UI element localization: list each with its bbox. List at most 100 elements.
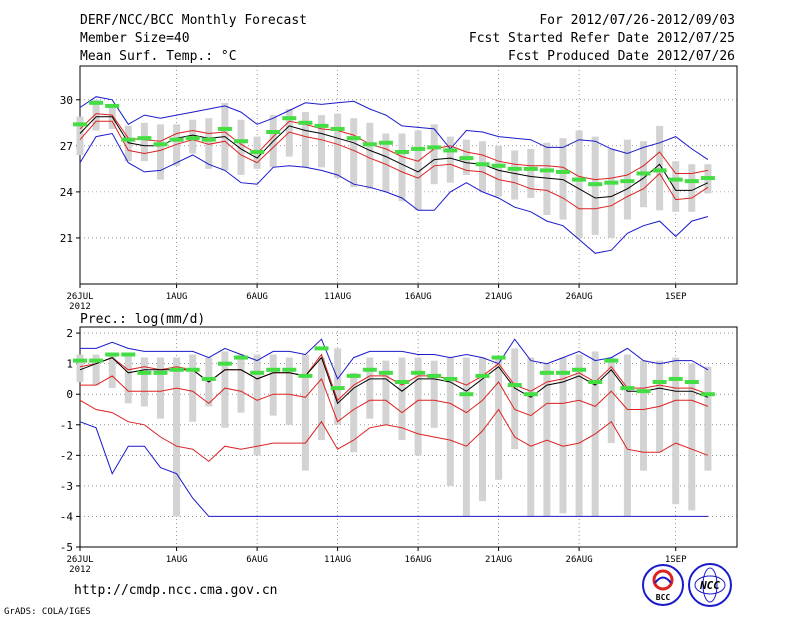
prec-spread-bar	[76, 354, 84, 382]
temp-observed-mark	[330, 126, 345, 131]
temp-ytick-label: 21	[60, 232, 73, 245]
prec-xtick-label: 26JUL	[66, 555, 93, 565]
prec-spread-bar	[157, 357, 164, 419]
temp-xtick-label: 1AUG	[166, 292, 188, 302]
prec-xtick-label: 16AUG	[405, 555, 432, 565]
temp-observed-mark	[411, 146, 426, 151]
prec-spread-bar	[382, 360, 390, 425]
temp-observed-mark	[266, 130, 281, 135]
prec-observed-mark	[652, 380, 667, 384]
temp-ensemble-max-line	[79, 96, 709, 161]
temp-observed-mark	[572, 177, 587, 182]
prec-spread-bar	[140, 357, 148, 407]
temp-spread-bar	[285, 108, 293, 157]
prec-spread-bar	[607, 357, 615, 444]
temp-observed-mark	[684, 179, 699, 184]
temp-spread-bar	[495, 145, 503, 197]
prec-ytick-label: -2	[60, 449, 73, 462]
temp-observed-mark	[427, 145, 442, 150]
temp-ensemble-mean-line	[79, 116, 709, 199]
prec-spread-bar	[704, 366, 712, 471]
temp-spread-bar	[92, 99, 100, 131]
temp-spread-bar	[301, 112, 309, 168]
prec-spread-bar	[688, 363, 696, 511]
temp-spread-bar	[688, 164, 696, 212]
temp-xtick-label: 21AUG	[485, 292, 512, 302]
prec-observed-mark	[684, 380, 699, 384]
prec-observed-mark	[266, 367, 281, 372]
prec-spread-bar	[414, 357, 422, 456]
temp-observed-mark	[475, 162, 490, 167]
precipitation-panel: -5 -4 -3 -2 -1 0 1 2 26JUL 1AUG 6AUG 11AUG 16AUG 21AU…	[60, 326, 738, 575]
temp-observed-mark	[153, 142, 168, 147]
prec-ytick-label: -4	[60, 510, 74, 523]
prec-spread-bar	[366, 357, 374, 419]
bcc-logo: BCC	[642, 564, 684, 606]
prec-observed-mark	[234, 355, 248, 360]
temp-observed-mark	[491, 163, 506, 168]
temp-spread-bar	[527, 148, 535, 199]
prec-observed-mark	[121, 352, 136, 357]
prec-spread-bar	[108, 354, 116, 389]
prec-observed-mark	[604, 358, 619, 363]
temp-spread-bar	[511, 150, 519, 200]
temp-observed-mark	[523, 166, 538, 171]
prec-spread-bar	[511, 348, 519, 450]
prec-observed-mark	[89, 358, 104, 363]
prec-spread-bar	[221, 351, 229, 428]
prec-observed-mark	[491, 355, 506, 360]
prec-ensemble-mean-line	[79, 356, 709, 405]
temp-spread-bar	[398, 133, 406, 202]
temp-observed-mark	[378, 140, 393, 145]
temp-xtick-label: 26JUL	[66, 292, 93, 302]
prec-upper-quartile-line	[79, 353, 709, 402]
temp-spread-bar	[479, 141, 486, 192]
prec-observed-mark	[443, 376, 458, 381]
prec-ytick-label: 0	[66, 388, 73, 401]
temp-ensemble-min-line	[79, 132, 709, 254]
temp-observed-mark	[636, 171, 651, 176]
temp-observed-mark	[201, 137, 216, 142]
prec-observed-mark	[636, 389, 651, 394]
temp-xtick-label: 26AUG	[566, 292, 593, 302]
temp-spread-bar	[366, 122, 374, 189]
prec-observed-mark	[330, 386, 345, 391]
prec-spread-bar	[479, 357, 486, 502]
temp-spread-bar	[205, 118, 213, 169]
temp-observed-mark	[89, 100, 104, 105]
prec-lower-decile-line	[79, 399, 709, 463]
temp-spread-bar	[350, 118, 358, 188]
prec-observed-mark	[362, 367, 377, 372]
temp-spread-bar	[318, 115, 325, 168]
prec-spread-bar	[398, 357, 406, 441]
temp-observed-mark	[250, 149, 265, 154]
prec-observed-mark	[459, 392, 474, 397]
temp-xtick-label: 6AUG	[246, 292, 268, 302]
bcc-logo-text: BCC	[656, 593, 671, 602]
prec-spread-bar	[446, 357, 454, 486]
prec-ensemble-max-line	[80, 338, 709, 380]
member-size-label: Member Size=40	[80, 31, 190, 46]
temp-spread-bar	[173, 124, 181, 166]
temp-frame	[79, 65, 738, 285]
prec-spread-bar	[173, 357, 181, 517]
prec-spread-bar	[559, 357, 567, 514]
prec-observed-mark	[700, 392, 715, 397]
prec-observed-mark	[201, 376, 216, 381]
temp-year-label: 2012	[69, 302, 91, 312]
prec-ytick-label: 1	[66, 358, 73, 371]
temp-observed-mark	[282, 116, 297, 121]
prec-observed-mark	[282, 367, 297, 372]
grads-credit: GrADS: COLA/IGES	[4, 607, 91, 617]
prec-xtick-label: 26AUG	[566, 555, 593, 565]
prec-observed-mark	[572, 367, 587, 372]
prec-spread-bar	[269, 354, 277, 416]
forecast-started-label: Fcst Started Refer Date 2012/07/25	[469, 31, 735, 46]
temp-observed-mark	[362, 142, 377, 147]
ncc-logo: NCC	[688, 563, 732, 607]
prec-observed-mark	[314, 346, 329, 351]
prec-spread-bar	[350, 372, 358, 453]
temp-spread-bar	[334, 113, 342, 179]
temp-spread-bar	[382, 133, 390, 192]
temp-observed-mark	[314, 123, 329, 128]
